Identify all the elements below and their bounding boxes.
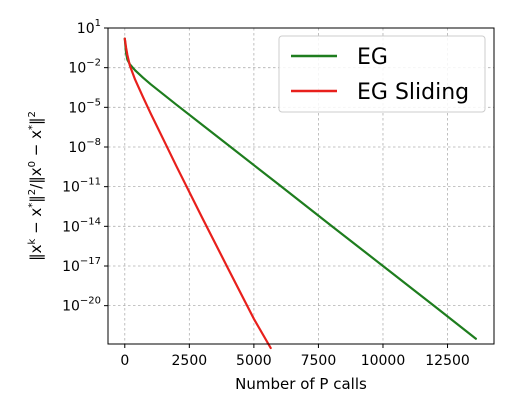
series-lines [123, 37, 477, 350]
x-axis-label: Number of P calls [235, 375, 367, 393]
y-tick-label: 10−11 [62, 177, 101, 196]
y-tick-label-base: 10 [77, 21, 95, 37]
x-tick-label: 0 [120, 353, 129, 369]
series-line-eg-sliding [123, 37, 272, 350]
x-tick-label: 2500 [172, 353, 208, 369]
legend-label-eg-sliding: EG Sliding [357, 80, 469, 105]
y-tick-label: 10−20 [62, 296, 101, 315]
legend-label-eg: EG [357, 45, 388, 70]
x-tick-label: 10000 [361, 353, 406, 369]
y-tick-label-exponent: 1 [95, 18, 101, 29]
x-tick-label: 12500 [425, 353, 470, 369]
y-tick-label-base: 10 [68, 61, 86, 77]
y-tick-label: 10−14 [62, 216, 101, 235]
y-tick-label-base: 10 [62, 219, 80, 235]
y-tick-label-base: 10 [68, 140, 86, 156]
y-tick-label-exponent: −11 [80, 177, 101, 188]
y-tick-label-exponent: −14 [80, 216, 101, 227]
y-tick-label-exponent: −2 [86, 58, 101, 69]
legend: EG EG Sliding [278, 35, 486, 113]
y-axis-label: ‖xk − x*‖2/‖x0 − x*‖2 [27, 111, 45, 261]
x-axis-ticks: 0 2500 5000 7500 10000 12500 [120, 344, 470, 369]
y-tick-label-exponent: −17 [80, 256, 101, 267]
x-tick-label: 5000 [236, 353, 272, 369]
y-tick-label-base: 10 [62, 259, 80, 275]
y-tick-label-base: 10 [62, 180, 80, 196]
y-tick-label: 10−5 [68, 97, 101, 116]
y-tick-label-exponent: −8 [86, 137, 101, 148]
y-tick-label-exponent: −20 [80, 296, 101, 307]
y-tick-label: 10−8 [68, 137, 101, 156]
x-tick-label: 7500 [301, 353, 337, 369]
y-tick-label-exponent: −5 [86, 97, 101, 108]
plot-frame [107, 27, 495, 345]
y-tick-label-base: 10 [62, 299, 80, 315]
y-tick-label: 10−17 [62, 256, 101, 275]
y-tick-label: 10−2 [68, 58, 101, 77]
y-tick-label: 101 [77, 18, 101, 37]
y-tick-label-base: 10 [68, 100, 86, 116]
